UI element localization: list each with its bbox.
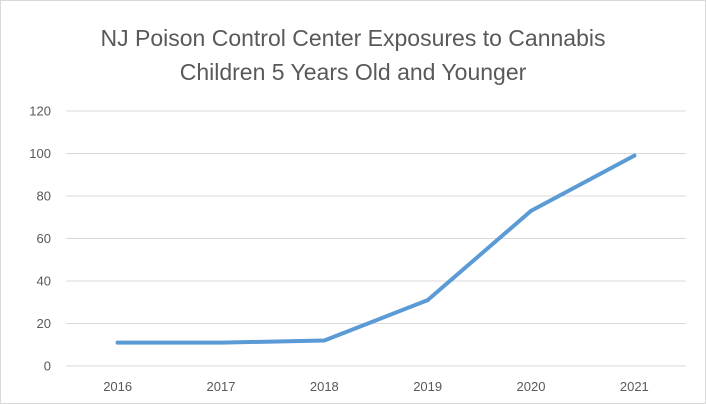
y-tick-label: 100: [29, 146, 51, 161]
y-tick-label: 120: [29, 104, 51, 119]
data-point: [425, 298, 430, 303]
y-tick-label: 20: [37, 316, 51, 331]
chart-title-line-1: NJ Poison Control Center Exposures to Ca…: [100, 25, 606, 51]
y-tick-label: 40: [37, 274, 51, 289]
x-tick-label: 2017: [207, 379, 236, 394]
x-tick-label: 2019: [413, 379, 442, 394]
chart-title: NJ Poison Control Center Exposures to Ca…: [1, 21, 705, 89]
y-axis-tick-labels: 0 20 40 60 80 100 120: [29, 104, 51, 374]
x-axis-tick-labels: 2016 2017 2018 2019 2020 2021: [103, 379, 649, 394]
y-tick-label: 80: [37, 189, 51, 204]
y-tick-label: 0: [44, 359, 51, 374]
chart-title-line-2: Children 5 Years Old and Younger: [179, 59, 527, 85]
series-group: [115, 153, 637, 345]
data-point: [219, 340, 223, 345]
data-point: [322, 338, 327, 343]
x-tick-label: 2016: [103, 379, 132, 394]
data-point: [529, 208, 533, 213]
gridlines: [66, 110, 686, 367]
x-tick-label: 2020: [517, 379, 546, 394]
x-tick-label: 2018: [310, 379, 339, 394]
series-line: [115, 153, 637, 345]
data-point: [632, 153, 637, 158]
data-point: [115, 340, 120, 345]
x-tick-label: 2021: [620, 379, 649, 394]
y-tick-label: 60: [37, 231, 51, 246]
